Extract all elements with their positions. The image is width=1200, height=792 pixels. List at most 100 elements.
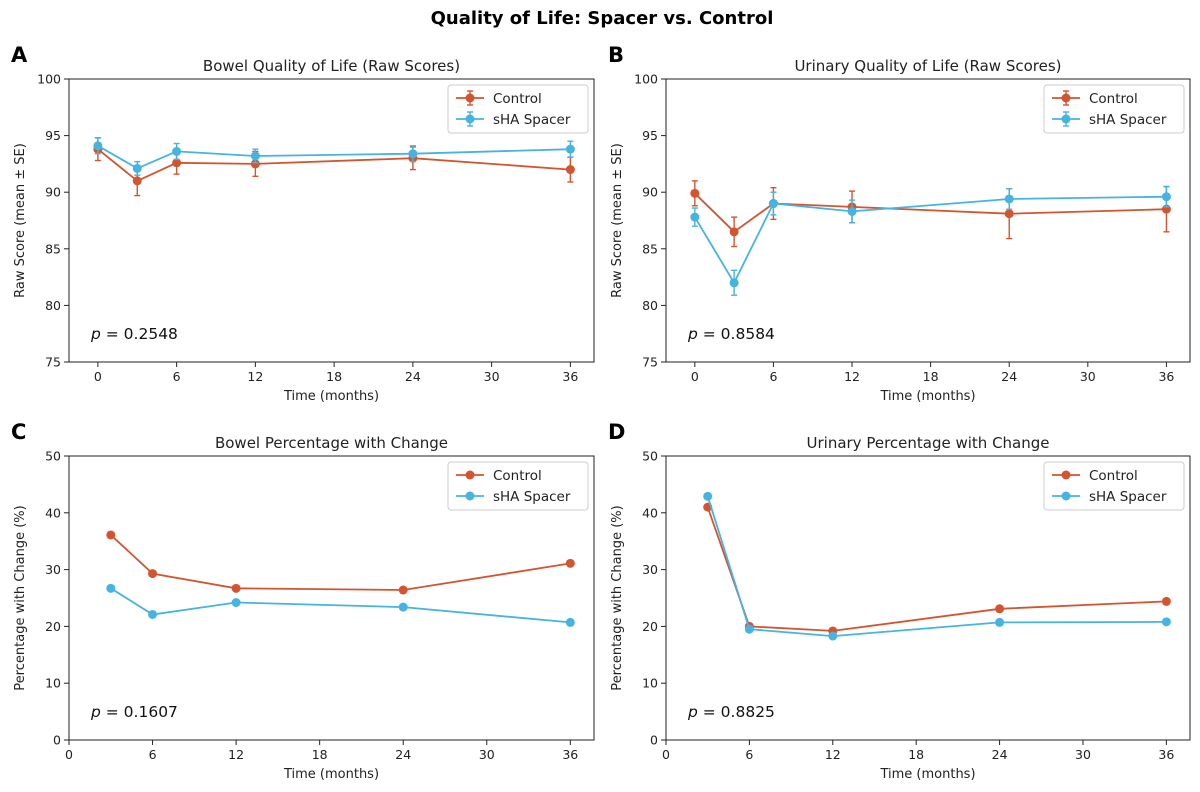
x-tick-label-c-6: 6 xyxy=(149,747,157,762)
x-tick-label-c-36: 36 xyxy=(562,747,578,762)
plot-frame-b xyxy=(665,78,1191,363)
series-a-1 xyxy=(93,137,575,176)
p-value-c: p = 0.1607 xyxy=(90,703,178,721)
plot-frame-c xyxy=(68,455,595,741)
y-tick-label-b-100: 100 xyxy=(634,72,658,87)
plot-frame-d xyxy=(665,455,1191,741)
x-tick-label-d-24: 24 xyxy=(992,747,1008,762)
legend-box-c xyxy=(447,461,589,511)
y-tick-label-d-30: 30 xyxy=(642,562,658,577)
data-point-a-0-5 xyxy=(565,165,575,175)
legend-label-a-1: sHA Spacer xyxy=(493,112,571,128)
data-point-a-1-0 xyxy=(93,141,103,151)
p-value-d: p = 0.8825 xyxy=(687,703,775,721)
x-axis-label-c: Time (months) xyxy=(283,767,379,782)
y-tick-label-c-30: 30 xyxy=(45,562,61,577)
x-tick-label-d-18: 18 xyxy=(908,747,924,762)
y-tick-label-a-85: 85 xyxy=(45,241,61,256)
legend-marker-c-0 xyxy=(465,470,475,480)
y-axis-label-d: Percentage with Change (%) xyxy=(610,505,625,690)
x-tick-label-d-6: 6 xyxy=(745,747,753,762)
panel-title-a: Bowel Quality of Life (Raw Scores) xyxy=(203,57,460,75)
y-tick-label-a-100: 100 xyxy=(37,72,61,87)
y-tick-label-d-0: 0 xyxy=(650,733,658,748)
data-point-c-1-4 xyxy=(565,617,575,627)
y-tick-label-c-50: 50 xyxy=(45,449,61,464)
x-tick-label-d-30: 30 xyxy=(1075,747,1091,762)
x-tick-label-a-12: 12 xyxy=(247,369,263,384)
legend-b: Control sHA Spacer xyxy=(1043,84,1185,134)
series-d-1 xyxy=(703,491,1171,641)
data-point-a-0-1 xyxy=(132,176,142,186)
legend-marker-d-1 xyxy=(1061,491,1071,501)
y-tick-label-d-50: 50 xyxy=(642,449,658,464)
series-line-b-0 xyxy=(694,192,1167,233)
x-tick-label-c-0: 0 xyxy=(65,747,73,762)
panel-title-b: Urinary Quality of Life (Raw Scores) xyxy=(794,57,1061,75)
y-tick-label-c-0: 0 xyxy=(53,733,61,748)
y-axis-label-c: Percentage with Change (%) xyxy=(13,505,28,690)
x-tick-label-b-6: 6 xyxy=(769,369,777,384)
x-tick-label-d-36: 36 xyxy=(1158,747,1174,762)
legend-label-c-1: sHA Spacer xyxy=(493,489,571,505)
data-point-a-1-3 xyxy=(250,151,260,161)
panels: A Bowel Quality of Life (Raw Scores) 0 6 12 1… xyxy=(11,43,1191,782)
legend-c: Control sHA Spacer xyxy=(447,461,589,511)
legend-marker-c-1 xyxy=(465,491,475,501)
series-c-0 xyxy=(106,530,575,595)
panel-letter-b: B xyxy=(608,43,624,67)
data-point-c-0-2 xyxy=(231,583,241,593)
x-tick-label-d-12: 12 xyxy=(825,747,841,762)
y-tick-label-b-85: 85 xyxy=(642,241,658,256)
data-point-c-0-4 xyxy=(565,558,575,568)
panel-letter-a: A xyxy=(11,43,28,67)
legend-marker-b-0 xyxy=(1061,93,1071,103)
y-tick-label-d-40: 40 xyxy=(642,505,658,520)
y-tick-label-c-20: 20 xyxy=(45,619,61,634)
x-tick-label-a-0: 0 xyxy=(94,369,102,384)
y-tick-label-b-90: 90 xyxy=(642,185,658,200)
x-tick-label-b-30: 30 xyxy=(1080,369,1096,384)
y-tick-label-d-10: 10 xyxy=(642,676,658,691)
data-point-a-1-4 xyxy=(408,149,418,159)
legend-label-b-1: sHA Spacer xyxy=(1089,112,1167,128)
data-point-c-0-1 xyxy=(148,569,158,579)
data-point-c-1-0 xyxy=(106,583,116,593)
y-tick-label-c-40: 40 xyxy=(45,505,61,520)
panel-letter-d: D xyxy=(608,420,625,444)
data-point-d-0-4 xyxy=(1161,596,1171,606)
x-tick-label-b-18: 18 xyxy=(923,369,939,384)
data-point-d-1-3 xyxy=(995,617,1005,627)
data-point-a-1-2 xyxy=(172,146,182,156)
y-axis-label-b: Raw Score (mean ± SE) xyxy=(610,143,625,298)
y-axis-label-a: Raw Score (mean ± SE) xyxy=(13,143,28,298)
panel-a: A Bowel Quality of Life (Raw Scores) 0 6 12 1… xyxy=(11,43,595,404)
data-point-c-1-1 xyxy=(148,609,158,619)
legend-a: Control sHA Spacer xyxy=(447,84,589,134)
data-point-c-0-0 xyxy=(106,530,116,540)
x-axis-label-b: Time (months) xyxy=(879,389,975,404)
legend-marker-a-1 xyxy=(465,114,475,124)
legend-label-d-0: Control xyxy=(1089,468,1138,484)
x-tick-label-a-18: 18 xyxy=(326,369,342,384)
x-tick-label-a-6: 6 xyxy=(173,369,181,384)
x-tick-label-c-12: 12 xyxy=(228,747,244,762)
x-tick-label-c-18: 18 xyxy=(312,747,328,762)
y-tick-label-a-90: 90 xyxy=(45,185,61,200)
data-point-a-1-1 xyxy=(132,163,142,173)
data-point-b-1-4 xyxy=(1004,194,1014,204)
legend-label-c-0: Control xyxy=(493,468,542,484)
legend-label-d-1: sHA Spacer xyxy=(1089,489,1167,505)
data-point-d-1-1 xyxy=(744,624,754,634)
x-axis-label-a: Time (months) xyxy=(283,389,379,404)
data-point-d-1-2 xyxy=(828,631,838,641)
panel-b: B Urinary Quality of Life (Raw Scores) 0 6 1… xyxy=(608,43,1191,404)
data-point-d-0-3 xyxy=(995,604,1005,614)
data-point-b-0-0 xyxy=(690,188,700,198)
panel-title-d: Urinary Percentage with Change xyxy=(807,434,1050,452)
panel-d: D Urinary Percentage with Change 0 6 12 18 24 3… xyxy=(608,420,1191,782)
y-tick-label-a-95: 95 xyxy=(45,128,61,143)
data-point-b-1-3 xyxy=(847,206,857,216)
x-tick-label-b-24: 24 xyxy=(1001,369,1017,384)
